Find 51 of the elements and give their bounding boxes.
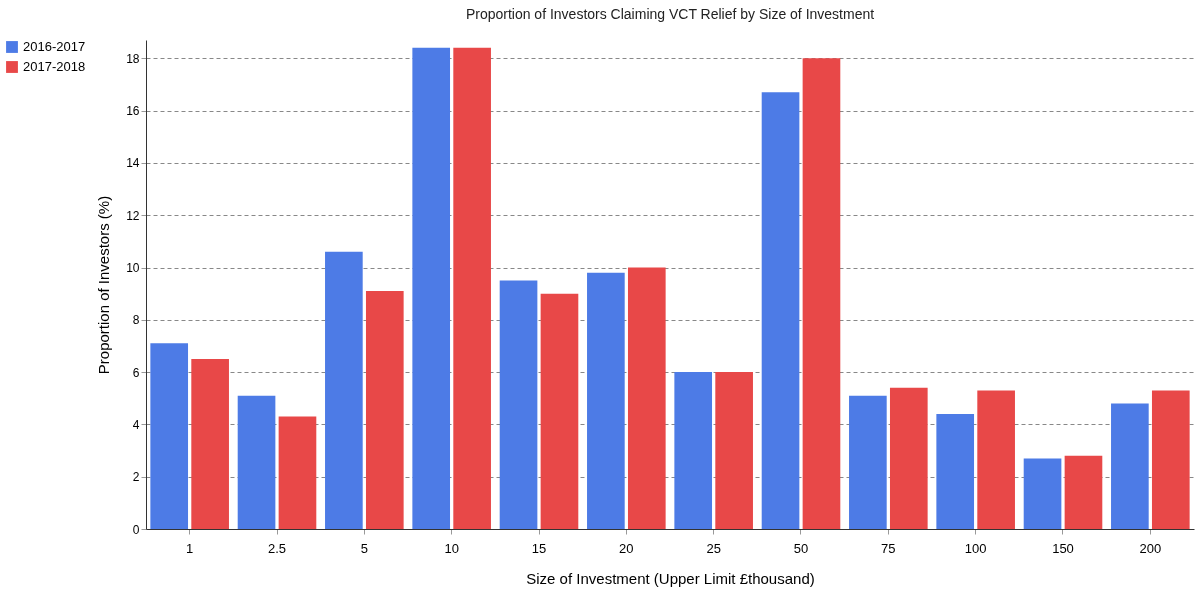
x-tick-label: 50 — [793, 540, 809, 556]
x-tick-label: 10 — [444, 540, 459, 556]
x-tick-label: 20 — [619, 540, 634, 556]
y-tick-label: 12 — [126, 208, 140, 223]
y-tick-label: 0 — [132, 522, 140, 537]
bar — [587, 272, 625, 529]
x-tick-label: 200 — [1139, 540, 1162, 556]
x-tick-label: 15 — [531, 540, 547, 556]
y-axis-title: Proportion of Investors (%) — [95, 195, 113, 375]
bar — [849, 395, 887, 529]
bar — [278, 416, 317, 529]
bar — [802, 58, 841, 529]
bar — [453, 47, 491, 529]
bar — [412, 47, 451, 529]
bar — [1064, 455, 1103, 529]
x-tick-label: 25 — [706, 540, 721, 556]
x-axis-title: Size of Investment (Upper Limit £thousand) — [526, 569, 815, 587]
bar — [237, 395, 276, 529]
bar — [977, 390, 1015, 529]
bar — [889, 387, 928, 529]
y-tick-label: 2 — [132, 470, 140, 485]
y-tick-label: 18 — [126, 51, 140, 66]
x-tick-label: 150 — [1052, 540, 1074, 556]
bar — [365, 291, 404, 529]
legend-label: 2017-2018 — [23, 59, 86, 74]
bar — [499, 280, 538, 529]
chart-title: Proportion of Investors Claiming VCT Relief by Size of Investment — [465, 6, 875, 22]
bar — [150, 343, 189, 529]
bar — [715, 372, 753, 529]
x-tick-label: 75 — [881, 540, 896, 556]
x-tick-label: 1 — [186, 540, 194, 556]
bar — [325, 251, 363, 529]
y-tick-label: 10 — [126, 261, 140, 275]
bar — [761, 92, 800, 529]
bar — [674, 372, 713, 529]
y-tick-label: 6 — [132, 365, 140, 380]
y-tick-label: 8 — [132, 313, 140, 328]
y-tick-label: 16 — [126, 104, 140, 119]
y-tick-label: 14 — [126, 156, 140, 171]
bar — [191, 359, 229, 529]
x-tick-label: 100 — [964, 540, 987, 556]
bar — [1023, 458, 1062, 529]
bar — [1151, 390, 1190, 529]
x-tick-label: 2.5 — [267, 540, 287, 556]
legend-label: 2016-2017 — [23, 39, 86, 54]
bar — [627, 267, 666, 529]
x-tick-label: 5 — [360, 540, 368, 556]
bar — [1111, 403, 1149, 529]
y-tick-label: 4 — [132, 417, 140, 432]
bar — [540, 293, 579, 529]
bar — [936, 413, 975, 529]
